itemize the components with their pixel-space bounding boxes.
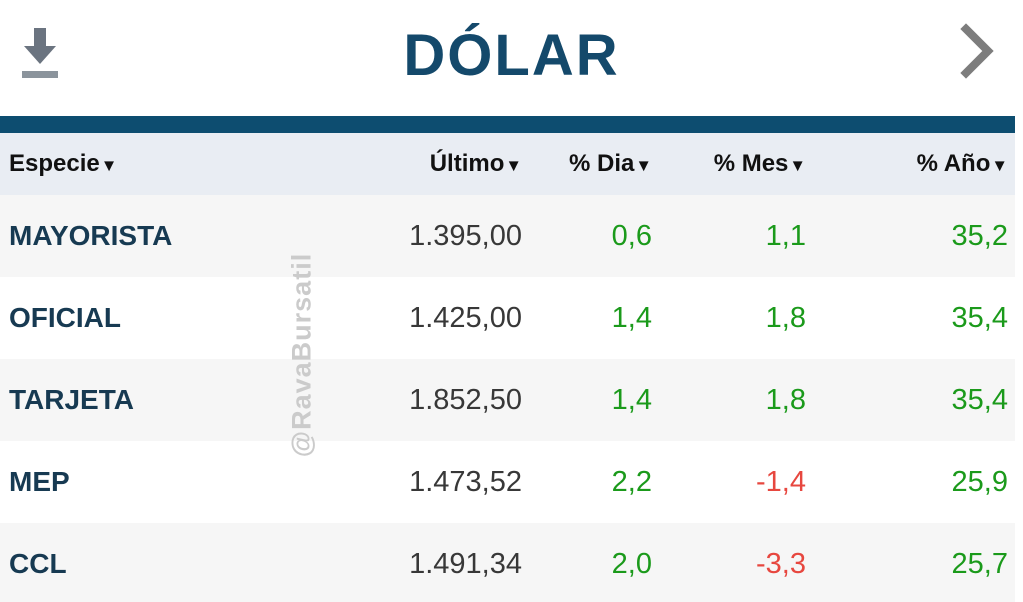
ultimo-cell: 1.491,34 — [409, 547, 522, 580]
pct-dia-cell: 2,2 — [611, 465, 652, 498]
especie-cell: MEP — [9, 466, 70, 497]
widget-header: DÓLAR — [0, 0, 1023, 116]
pct-dia-cell: 1,4 — [611, 383, 652, 416]
ultimo-cell: 1.852,50 — [409, 383, 522, 416]
especie-cell: OFICIAL — [9, 302, 121, 333]
chevron-right-icon — [960, 23, 994, 79]
sort-descending-icon: ▼ — [789, 156, 806, 175]
pct-mes-cell: 1,8 — [765, 383, 806, 416]
table-row-mayorista[interactable]: MAYORISTA 1.395,00 0,6 1,1 35,2 — [0, 195, 1015, 277]
page-title: DÓLAR — [403, 22, 620, 88]
column-label: % Mes — [713, 150, 789, 177]
pct-mes-cell: 1,1 — [765, 219, 806, 252]
column-label: Último — [429, 150, 505, 177]
pct-anio-cell: 25,9 — [951, 465, 1008, 498]
pct-anio-cell: 35,2 — [951, 219, 1008, 252]
pct-anio-cell: 35,4 — [951, 383, 1008, 416]
table-header-row: Especie▼ Último▼ % Dia▼ % Mes▼ % Año▼ — [0, 133, 1015, 195]
column-header-pct-dia[interactable]: % Dia▼ — [528, 150, 658, 178]
sort-descending-icon: ▼ — [635, 156, 652, 175]
column-header-pct-anio[interactable]: % Año▼ — [812, 150, 1015, 178]
column-header-pct-mes[interactable]: % Mes▼ — [658, 150, 812, 178]
column-header-ultimo[interactable]: Último▼ — [333, 150, 528, 178]
pct-anio-cell: 25,7 — [951, 547, 1008, 580]
column-label: Especie — [9, 150, 100, 177]
especie-cell: CCL — [9, 548, 67, 579]
sort-descending-icon: ▼ — [991, 156, 1008, 175]
sort-descending-icon: ▼ — [505, 156, 522, 175]
ultimo-cell: 1.395,00 — [409, 219, 522, 252]
column-header-especie[interactable]: Especie▼ — [0, 150, 333, 178]
column-label: % Año — [916, 150, 991, 177]
divider-bar — [0, 116, 1015, 133]
ultimo-cell: 1.425,00 — [409, 301, 522, 334]
table-row-ccl[interactable]: CCL 1.491,34 2,0 -3,3 25,7 — [0, 523, 1015, 602]
ultimo-cell: 1.473,52 — [409, 465, 522, 498]
next-button[interactable] — [959, 22, 995, 80]
download-button[interactable] — [20, 26, 60, 82]
pct-dia-cell: 1,4 — [611, 301, 652, 334]
pct-anio-cell: 35,4 — [951, 301, 1008, 334]
download-icon — [22, 28, 58, 78]
column-label: % Dia — [569, 150, 635, 177]
sort-descending-icon: ▼ — [100, 156, 118, 175]
pct-dia-cell: 2,0 — [611, 547, 652, 580]
pct-dia-cell: 0,6 — [611, 219, 652, 252]
pct-mes-cell: -3,3 — [756, 547, 806, 580]
table-row-oficial[interactable]: OFICIAL 1.425,00 1,4 1,8 35,4 — [0, 277, 1015, 359]
pct-mes-cell: -1,4 — [756, 465, 806, 498]
table-row-mep[interactable]: MEP 1.473,52 2,2 -1,4 25,9 — [0, 441, 1015, 523]
pct-mes-cell: 1,8 — [765, 301, 806, 334]
especie-cell: MAYORISTA — [9, 220, 173, 251]
table-row-tarjeta[interactable]: TARJETA 1.852,50 1,4 1,8 35,4 — [0, 359, 1015, 441]
especie-cell: TARJETA — [9, 384, 134, 415]
